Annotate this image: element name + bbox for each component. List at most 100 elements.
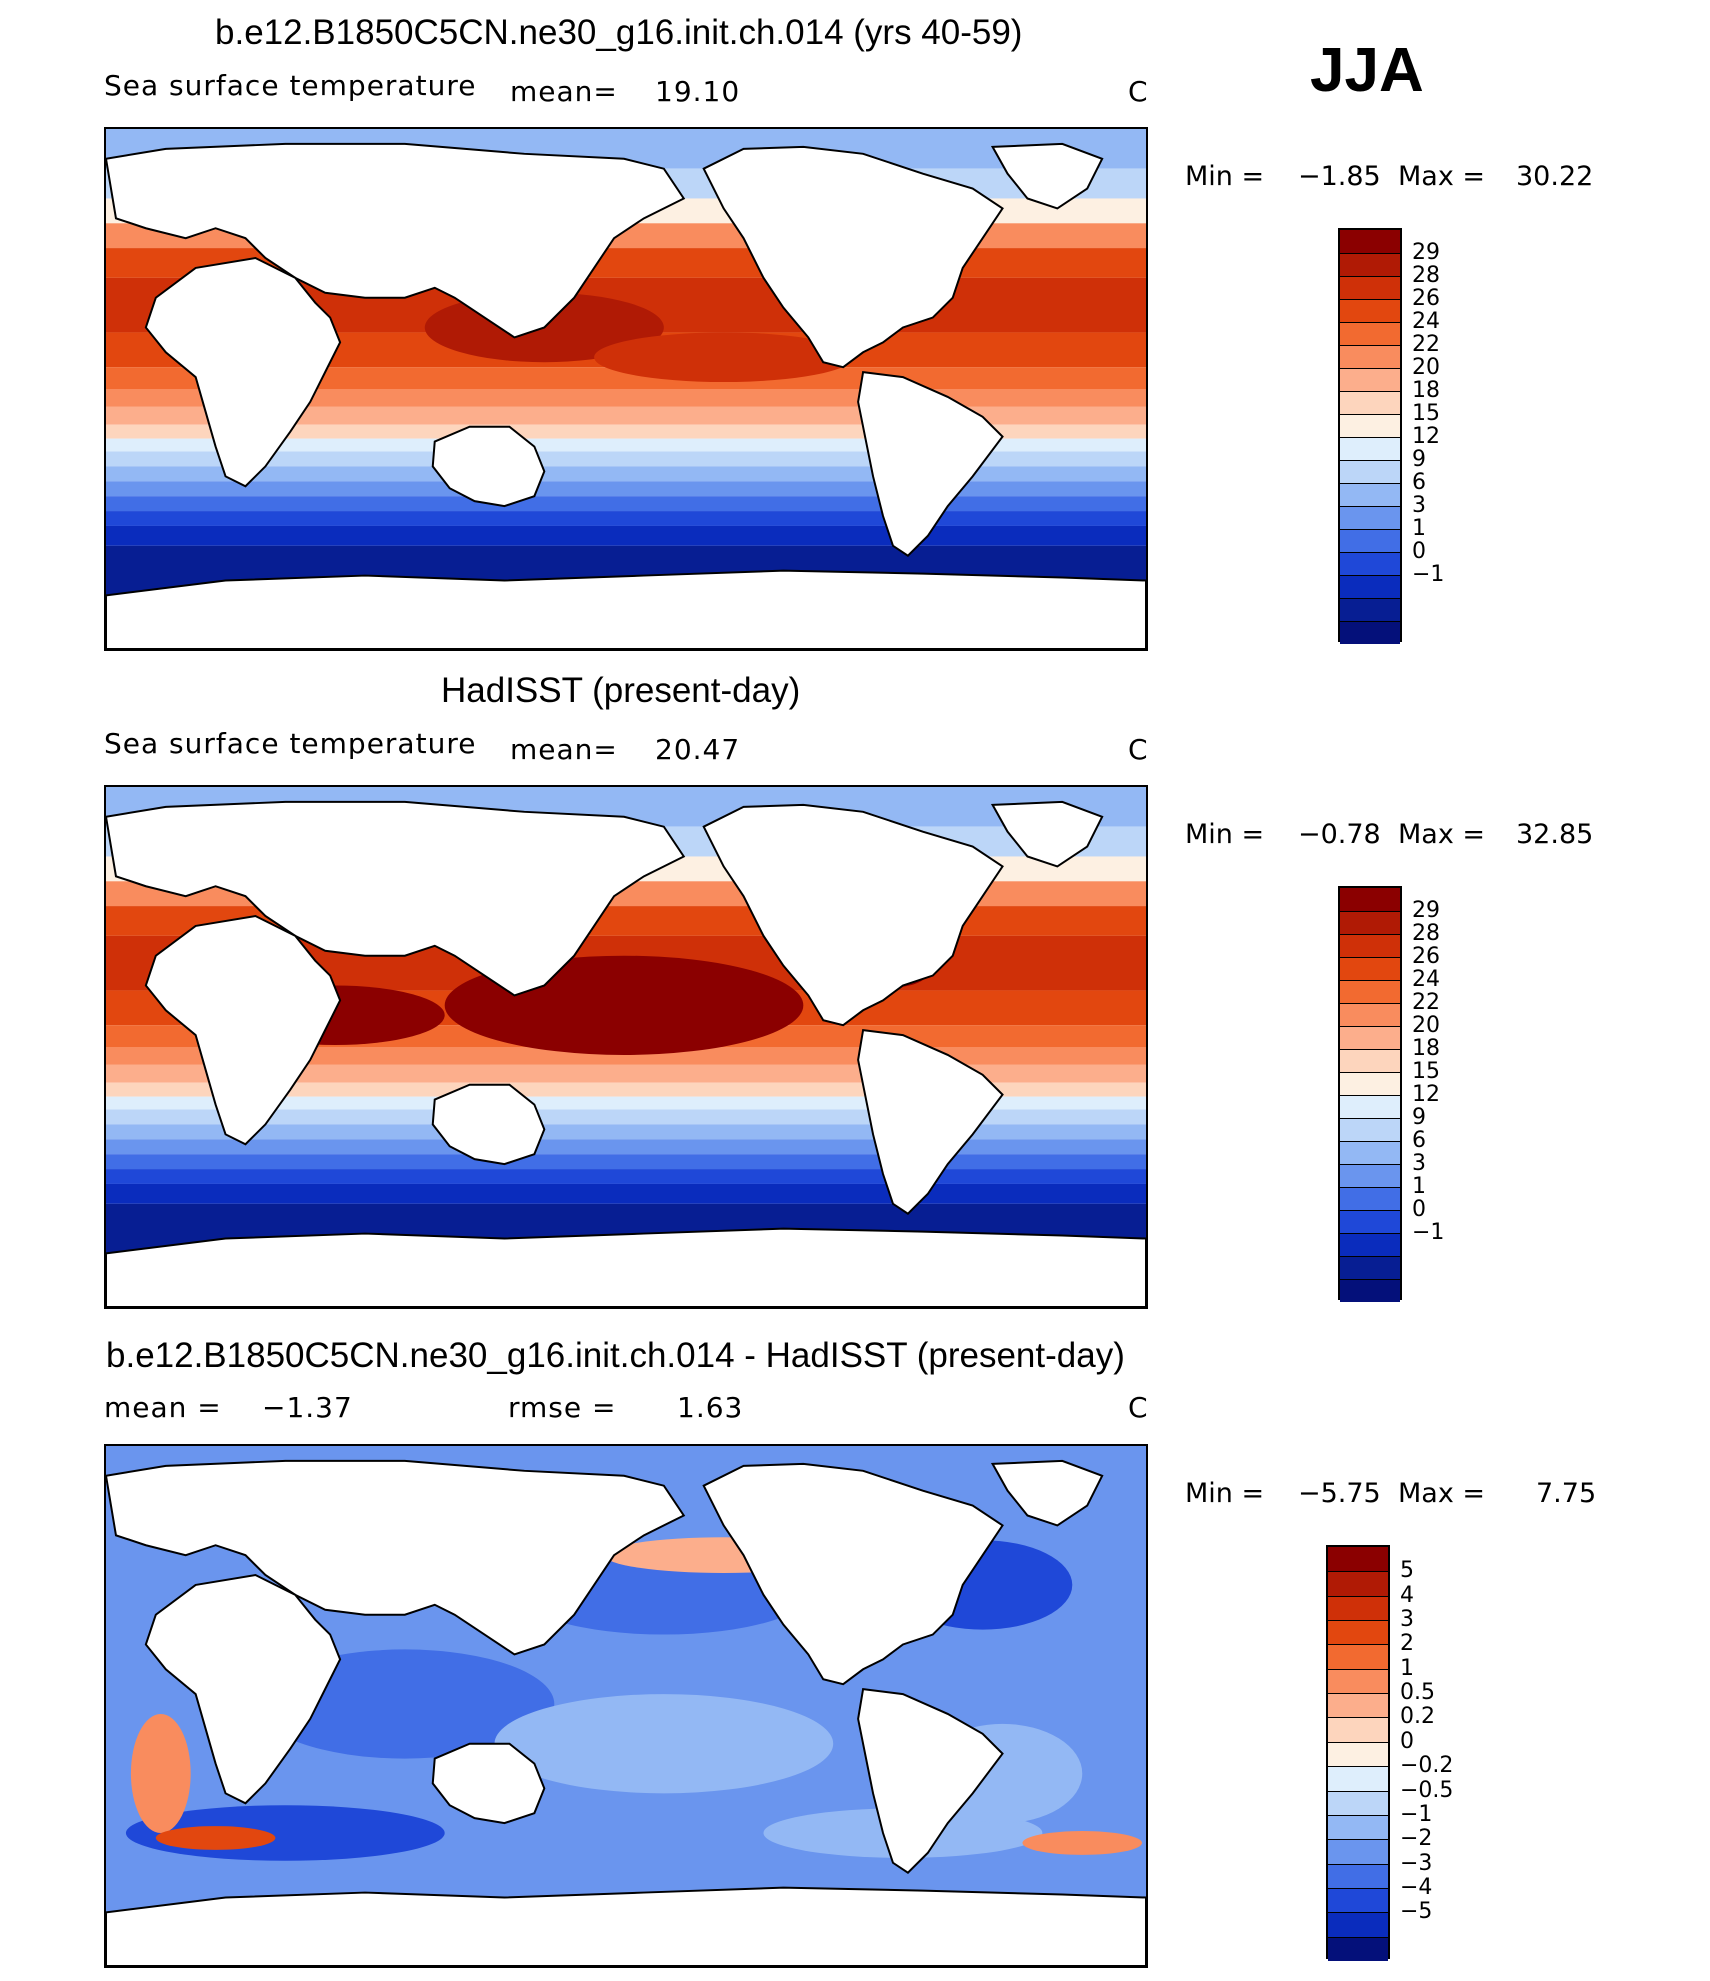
colorbar-swatch bbox=[1340, 391, 1400, 414]
panel-1-map bbox=[104, 127, 1148, 651]
panel-3-mean-value: −1.37 bbox=[262, 1391, 353, 1424]
colorbar-swatch bbox=[1328, 1887, 1388, 1913]
field-band bbox=[106, 481, 1146, 497]
field-band bbox=[106, 525, 1146, 546]
panel-1-colorbar: 29 28 26 24 22 20 18 15 12 9 6 3 1 0 −1 bbox=[1338, 228, 1444, 644]
colorbar-swatch bbox=[1328, 1571, 1388, 1596]
panel-1-variable: Sea surface temperature bbox=[104, 69, 477, 102]
continent-outline bbox=[144, 914, 342, 1146]
panel-3-colorbar: 5 4 3 2 1 0.5 0.2 0 −0.2 −0.5 −1 −2 −3 −4 −5 bbox=[1326, 1545, 1453, 1961]
continent-outline bbox=[106, 800, 686, 997]
colorbar-swatch bbox=[1328, 1644, 1388, 1669]
panel-3-rmse-label: rmse = bbox=[508, 1391, 617, 1424]
field-region bbox=[130, 1713, 191, 1834]
colorbar-swatch bbox=[1328, 1547, 1388, 1572]
field-band bbox=[106, 1154, 1146, 1170]
colorbar-tick-label: −3 bbox=[1400, 1850, 1433, 1876]
colorbar-swatch bbox=[1328, 1839, 1388, 1864]
colorbar-tick-label: 20 bbox=[1412, 355, 1440, 380]
colorbar-swatch bbox=[1340, 934, 1400, 957]
panel-2-map-field bbox=[106, 787, 1146, 1307]
colorbar-tick-label: 5 bbox=[1400, 1558, 1414, 1584]
colorbar-swatch bbox=[1340, 299, 1400, 322]
colorbar-swatch bbox=[1340, 368, 1400, 391]
colorbar-tick-label: −1 bbox=[1400, 1801, 1433, 1827]
panel-2-min-label: Min = bbox=[1185, 819, 1265, 850]
colorbar-tick-label: 6 bbox=[1412, 470, 1426, 495]
colorbar-swatch bbox=[1340, 1003, 1400, 1026]
colorbar-tick-label: 26 bbox=[1412, 944, 1440, 969]
colorbar-swatch bbox=[1340, 1233, 1400, 1256]
colorbar-swatch bbox=[1328, 1912, 1388, 1937]
colorbar-swatch bbox=[1328, 1936, 1388, 1961]
colorbar-tick-label: −1 bbox=[1412, 562, 1445, 587]
colorbar-swatch bbox=[1340, 1095, 1400, 1118]
colorbar-tick-label: 24 bbox=[1412, 309, 1440, 334]
panel-1-mean-label: mean= bbox=[510, 75, 618, 108]
colorbar-tick-label: −0.2 bbox=[1400, 1753, 1454, 1779]
colorbar-swatch bbox=[1328, 1620, 1388, 1645]
colorbar-swatch bbox=[1340, 322, 1400, 345]
panel-2-max-label: Max = bbox=[1398, 819, 1486, 850]
colorbar-tick-label: −5 bbox=[1400, 1899, 1433, 1925]
colorbar-swatch bbox=[1340, 1279, 1400, 1302]
field-band bbox=[106, 496, 1146, 512]
continent-outline bbox=[857, 371, 1004, 557]
continent-outline bbox=[106, 142, 686, 339]
colorbar-tick-label: 2 bbox=[1400, 1631, 1414, 1657]
colorbar-swatch bbox=[1340, 911, 1400, 934]
colorbar-tick-label: 20 bbox=[1412, 1013, 1440, 1038]
continent-outline bbox=[106, 1886, 1146, 1966]
colorbar-swatch bbox=[1340, 621, 1400, 644]
colorbar-swatch bbox=[1340, 483, 1400, 506]
colorbar-swatch bbox=[1328, 1814, 1388, 1840]
colorbar-tick-label: 22 bbox=[1412, 990, 1440, 1015]
colorbar-tick-label: 0.5 bbox=[1400, 1680, 1435, 1706]
colorbar-tick-label: −4 bbox=[1400, 1874, 1433, 1900]
panel-3-title: b.e12.B1850C5CN.ne30_g16.init.ch.014 - H… bbox=[106, 1336, 1125, 1375]
continent-outline bbox=[106, 569, 1146, 649]
colorbar-swatch bbox=[1328, 1790, 1388, 1815]
continent-outline bbox=[431, 425, 546, 508]
colorbar-tick-label: −1 bbox=[1412, 1220, 1445, 1245]
colorbar-tick-label: 6 bbox=[1412, 1128, 1426, 1153]
continent-outline bbox=[990, 142, 1104, 210]
panel-2-units: C bbox=[1128, 733, 1149, 766]
colorbar-swatch bbox=[1340, 888, 1400, 911]
field-region bbox=[494, 1694, 834, 1794]
colorbar-swatch bbox=[1340, 1026, 1400, 1049]
panel-2-map bbox=[104, 785, 1148, 1309]
season-label: JJA bbox=[1310, 36, 1424, 105]
colorbar-swatch bbox=[1340, 1118, 1400, 1141]
colorbar-tick-label: 3 bbox=[1412, 1151, 1426, 1176]
continent-outline bbox=[857, 1688, 1004, 1874]
colorbar-tick-label: 12 bbox=[1412, 424, 1440, 449]
continent-outline bbox=[857, 1029, 1004, 1215]
continent-outline bbox=[702, 1462, 1004, 1686]
colorbar-swatch bbox=[1328, 1741, 1388, 1767]
panel-3-min-label: Min = bbox=[1185, 1478, 1265, 1509]
colorbar-tick-label: 29 bbox=[1412, 240, 1440, 265]
colorbar-tick-label: 1 bbox=[1400, 1655, 1414, 1681]
colorbar-swatch bbox=[1340, 552, 1400, 575]
colorbar-tick-label: −2 bbox=[1400, 1826, 1433, 1852]
colorbar-tick-label: 18 bbox=[1412, 1036, 1440, 1061]
continent-outline bbox=[144, 1573, 342, 1805]
panel-3-min-value: −5.75 bbox=[1298, 1478, 1381, 1509]
panel-1-min-label: Min = bbox=[1185, 161, 1265, 192]
panel-1-max-value: 30.22 bbox=[1516, 161, 1594, 192]
colorbar-tick-label: −0.5 bbox=[1400, 1777, 1454, 1803]
panel-1-units: C bbox=[1128, 75, 1149, 108]
continent-outline bbox=[106, 1459, 686, 1656]
panel-2-min-value: −0.78 bbox=[1298, 819, 1381, 850]
panel-2-mean-label: mean= bbox=[510, 733, 618, 766]
continent-outline bbox=[990, 800, 1104, 868]
colorbar-swatch bbox=[1340, 460, 1400, 483]
colorbar-swatch bbox=[1340, 1210, 1400, 1233]
field-band bbox=[106, 1183, 1146, 1204]
panel-3-map-field bbox=[106, 1446, 1146, 1966]
colorbar-swatch bbox=[1340, 529, 1400, 552]
colorbar-tick-label: 24 bbox=[1412, 967, 1440, 992]
colorbar-tick-label: 28 bbox=[1412, 263, 1440, 288]
colorbar-tick-label: 3 bbox=[1400, 1607, 1414, 1633]
